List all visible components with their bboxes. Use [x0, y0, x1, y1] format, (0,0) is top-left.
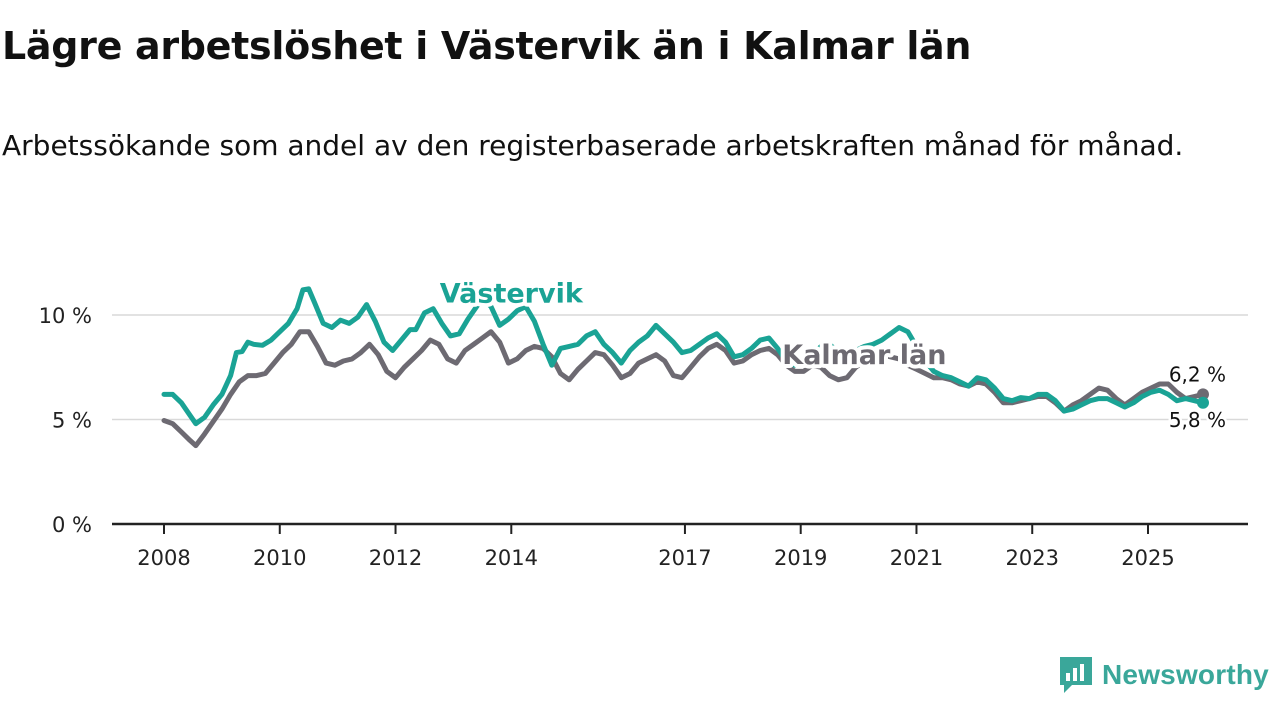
- end-label-kalmar: 6,2 %: [1169, 362, 1226, 386]
- axis-layer: 0 % 5 % 10 % 2008 2010 2012 2014 2017 2019 2021 20…: [39, 304, 1248, 570]
- newsworthy-logo-text: Newsworthy: [1102, 659, 1269, 690]
- x-tick-label: 2017: [658, 546, 711, 570]
- x-tick-label: 2023: [1006, 546, 1059, 570]
- chart-title: Lägre arbetslöshet i Västervik än i Kalm…: [2, 24, 972, 68]
- x-tick-label: 2010: [253, 546, 306, 570]
- grid-layer: [112, 314, 1248, 421]
- y-tick-label: 5 %: [52, 409, 92, 433]
- x-tick-label: 2014: [485, 546, 538, 570]
- series-label-kalmar: Kalmar län: [782, 340, 946, 371]
- series-layer: [161, 286, 1209, 449]
- newsworthy-logo: Newsworthy: [1058, 654, 1269, 696]
- chart-subtitle: Arbetssökande som andel av den registerb…: [2, 129, 1184, 162]
- x-tick-label: 2021: [890, 546, 943, 570]
- end-dot-vastervik: [1196, 396, 1209, 409]
- series-label-vastervik: Västervik: [440, 278, 584, 309]
- y-tick-label: 0 %: [52, 513, 92, 537]
- series-line-kalmar: [161, 329, 1206, 449]
- y-tick-label: 10 %: [39, 304, 92, 328]
- x-tick-label: 2025: [1121, 546, 1174, 570]
- series-line-vastervik: [161, 286, 1206, 427]
- end-label-vastervik: 5,8 %: [1169, 408, 1226, 432]
- label-layer: Västervik Kalmar län 5,8 % 6,2 %: [436, 274, 1229, 434]
- x-tick-label: 2019: [774, 546, 827, 570]
- newsworthy-logo-icon: [1060, 657, 1092, 693]
- end-dot-kalmar: [1196, 388, 1209, 401]
- x-tick-label: 2012: [369, 546, 422, 570]
- x-tick-label: 2008: [137, 546, 190, 570]
